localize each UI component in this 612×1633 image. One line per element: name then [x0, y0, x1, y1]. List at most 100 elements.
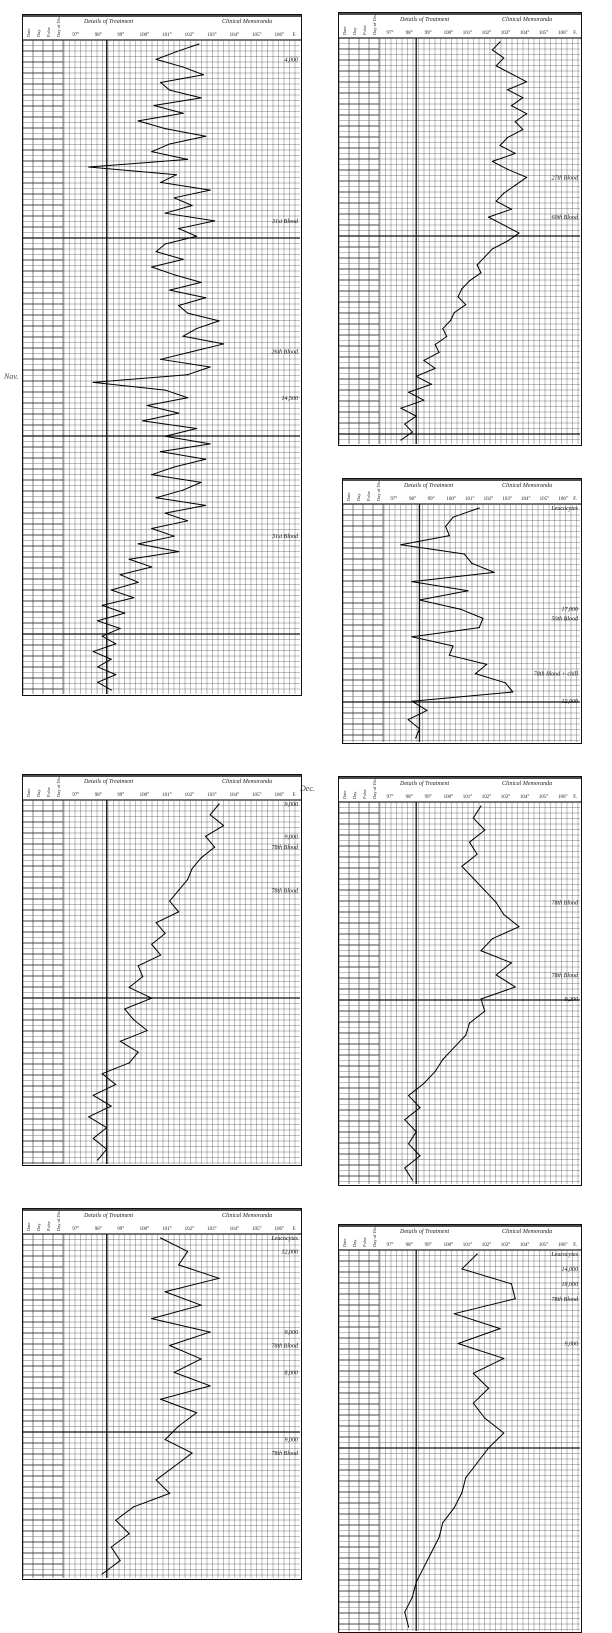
temperature-segment — [182, 328, 197, 337]
temperature-point — [495, 65, 497, 67]
temperature-segment — [92, 1138, 108, 1150]
tick-label: 105° — [540, 497, 550, 502]
temperature-segment — [155, 51, 177, 60]
temperature-point — [510, 1283, 513, 1285]
clinical-annotation: 4,000 — [285, 56, 299, 63]
temperature-segment — [461, 1253, 478, 1270]
temperature-point — [411, 636, 413, 638]
temperature-segment — [511, 97, 524, 107]
temperature-segment — [476, 1447, 489, 1464]
temperature-segment — [151, 933, 166, 945]
temperature-point — [187, 397, 189, 399]
temperature-segment — [174, 458, 206, 468]
temperature-segment — [407, 719, 420, 730]
temperature-segment — [93, 643, 116, 653]
temperature-segment — [137, 954, 161, 967]
temperature-point — [418, 728, 421, 730]
temperature-segment — [97, 620, 121, 629]
clinical-annotation: Leucocytes — [550, 1252, 578, 1258]
temperature-point — [205, 135, 207, 137]
temperature-segment — [453, 304, 467, 314]
treatment-heading: Details of Treatment — [399, 780, 449, 787]
temperature-point — [507, 136, 509, 139]
temperature-point — [133, 597, 135, 599]
temperature-point — [463, 553, 465, 555]
temperature-segment — [492, 41, 501, 51]
temperature-point — [411, 1596, 413, 1598]
temperature-point — [151, 151, 153, 153]
tick-label: 101° — [463, 31, 473, 36]
temperature-point — [526, 176, 528, 178]
clinical-annotation: 14,000 — [562, 1266, 579, 1273]
temperature-segment — [151, 143, 170, 153]
tick-label: 102° — [185, 793, 195, 798]
temperature-point — [128, 1062, 130, 1064]
temperature-segment — [92, 1127, 108, 1139]
column-header: Day — [36, 29, 41, 37]
temperature-point — [484, 829, 486, 831]
temperature-point — [101, 604, 103, 607]
temperature-segment — [173, 197, 193, 206]
memoranda-heading: Clinical Memoranda — [502, 781, 552, 787]
temperature-point — [487, 216, 490, 218]
temperature-point — [518, 232, 520, 234]
temperature-point — [169, 900, 171, 902]
temperature-segment — [178, 879, 189, 891]
temperature-point — [213, 846, 216, 848]
temperature-segment — [411, 1582, 417, 1598]
temperature-segment — [97, 681, 112, 691]
temperature-segment — [151, 1318, 211, 1333]
temperature-point — [205, 458, 207, 460]
treatment-heading: Details of Treatment — [399, 16, 449, 23]
temperature-point — [164, 127, 166, 130]
temperature-segment — [408, 1083, 425, 1096]
temperature-segment — [160, 82, 170, 91]
tick-label: 103° — [207, 33, 217, 38]
tick-label: 100° — [444, 1243, 454, 1248]
temperature-segment — [411, 627, 480, 638]
temperature-segment — [476, 256, 486, 266]
temperature-segment — [448, 645, 454, 656]
tick-label: 99° — [117, 33, 124, 38]
temperature-point — [92, 1094, 94, 1096]
tick-label: 102° — [185, 33, 195, 38]
temperature-segment — [411, 581, 469, 592]
temperature-point — [482, 617, 484, 619]
temperature-segment — [110, 1533, 130, 1548]
temperature-segment — [415, 728, 420, 739]
temperature-point — [503, 1357, 505, 1360]
temperature-point — [137, 965, 139, 967]
temperature-point — [173, 466, 175, 468]
temperature-segment — [408, 391, 425, 401]
temperature-point — [153, 104, 155, 107]
memoranda-heading: Clinical Memoranda — [222, 779, 272, 785]
column-header: Pulse — [46, 1221, 51, 1231]
temperature-segment — [507, 81, 527, 91]
chart-svg: Details of Treatment Clinical Memoranda Da… — [338, 12, 582, 446]
temperature-segment — [442, 320, 451, 329]
temperature-point — [461, 1268, 463, 1270]
temperature-point — [476, 1253, 478, 1255]
temperature-point — [151, 527, 153, 530]
temperature-segment — [174, 189, 211, 199]
temperature-point — [510, 73, 513, 75]
temperature-point — [209, 443, 211, 445]
temperature-segment — [471, 562, 495, 573]
temperature-segment — [160, 1385, 211, 1400]
column-header: Pulse — [46, 787, 51, 797]
temperature-point — [178, 412, 180, 414]
temperature-segment — [155, 922, 166, 934]
temperature-segment — [187, 312, 220, 322]
temperature-point — [457, 296, 459, 298]
temperature-point — [137, 581, 139, 583]
temperature-segment — [187, 366, 211, 376]
temperature-point — [438, 351, 440, 354]
temperature-point — [415, 1581, 417, 1583]
temperature-segment — [110, 1546, 121, 1561]
temperature-segment — [88, 158, 188, 168]
temperature-point — [178, 304, 180, 307]
temperature-point — [478, 507, 480, 509]
temperature-segment — [142, 412, 179, 422]
temperature-point — [196, 235, 198, 237]
tick-label: 99° — [425, 1243, 432, 1248]
